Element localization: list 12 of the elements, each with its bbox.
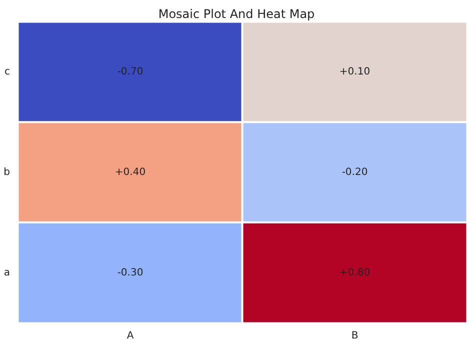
data-label: -0.20 bbox=[342, 167, 368, 178]
data-label: +0.40 bbox=[114, 167, 146, 178]
data-label: +0.10 bbox=[339, 66, 370, 78]
data-label: +0.80 bbox=[339, 267, 370, 278]
x-tick-label: B bbox=[351, 330, 358, 342]
y-tick-label: a bbox=[4, 267, 10, 278]
y-tick-label: b bbox=[4, 167, 10, 178]
data-label: -0.30 bbox=[117, 267, 144, 278]
y-tick-label: c bbox=[4, 66, 10, 78]
data-label: -0.70 bbox=[117, 66, 144, 78]
x-tick-label: A bbox=[126, 330, 134, 342]
chart-title: Mosaic Plot And Heat Map bbox=[158, 7, 315, 21]
